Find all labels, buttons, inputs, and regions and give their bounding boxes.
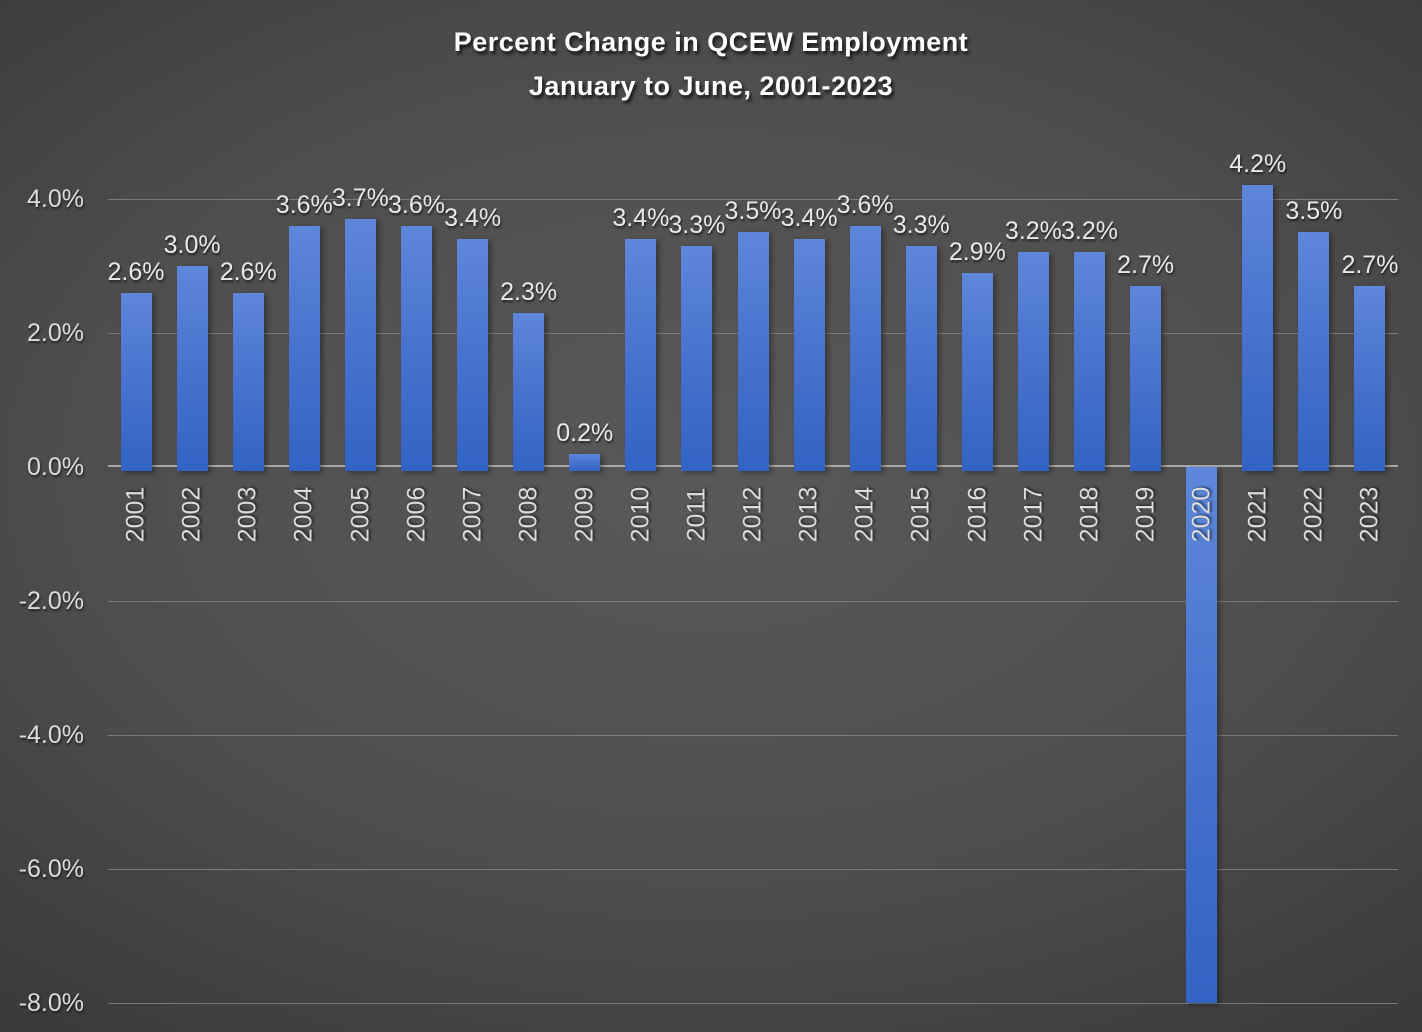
gridline <box>108 869 1398 871</box>
bar-2020 <box>1186 467 1218 1004</box>
value-label-2009: 0.2% <box>556 418 614 447</box>
value-label-2016: 2.9% <box>948 237 1006 266</box>
bar-2019 <box>1130 285 1162 471</box>
value-label-2008: 2.3% <box>500 277 558 306</box>
y-tick-label: 2.0% <box>27 318 84 347</box>
value-label-2022: 3.5% <box>1285 197 1343 226</box>
bar-2005 <box>344 218 376 471</box>
value-label-2005: 3.7% <box>331 183 389 212</box>
x-tick-label-2012: 2012 <box>738 486 767 542</box>
gridline <box>108 198 1398 200</box>
x-tick-label-2004: 2004 <box>289 486 318 542</box>
x-tick-label-2023: 2023 <box>1355 486 1384 542</box>
value-label-2006: 3.6% <box>387 190 445 219</box>
value-label-2023: 2.7% <box>1341 250 1399 279</box>
bar-2002 <box>176 265 208 471</box>
value-label-2003: 2.6% <box>219 257 277 286</box>
value-label-2015: 3.3% <box>892 210 950 239</box>
value-label-2012: 3.5% <box>724 197 782 226</box>
chart-title-block: Percent Change in QCEW Employment Januar… <box>0 20 1422 108</box>
bar-2017 <box>1017 252 1049 471</box>
x-tick-label-2021: 2021 <box>1243 486 1272 542</box>
value-label-2018: 3.2% <box>1061 217 1118 246</box>
x-tick-label-2022: 2022 <box>1299 486 1328 542</box>
bar-2010 <box>625 239 657 471</box>
y-tick-label: -8.0% <box>18 989 84 1018</box>
bar-2021 <box>1242 185 1274 471</box>
x-tick-label-2003: 2003 <box>233 486 262 542</box>
gridline <box>108 601 1398 603</box>
bar-2014 <box>849 225 881 471</box>
x-tick-label-2001: 2001 <box>121 486 150 542</box>
x-tick-label-2011: 2011 <box>682 487 711 541</box>
bar-2008 <box>513 312 545 471</box>
x-tick-label-2016: 2016 <box>962 486 991 542</box>
x-tick-label-2002: 2002 <box>177 486 206 542</box>
chart-title: Percent Change in QCEW Employment <box>453 27 969 57</box>
y-tick-label: -6.0% <box>18 855 84 884</box>
bar-2011 <box>681 245 713 471</box>
x-tick-label-2009: 2009 <box>570 486 599 542</box>
value-label-2019: 2.7% <box>1117 250 1175 279</box>
x-tick-label-2007: 2007 <box>458 486 487 542</box>
x-tick-label-2005: 2005 <box>345 486 374 542</box>
bar-2015 <box>905 245 937 471</box>
bar-2018 <box>1074 252 1106 471</box>
y-tick-label: 4.0% <box>27 184 84 213</box>
x-tick-label-2006: 2006 <box>401 486 430 542</box>
x-tick-label-2017: 2017 <box>1018 486 1047 542</box>
bar-2022 <box>1298 232 1330 471</box>
y-tick-label: 0.0% <box>27 453 84 481</box>
bar-2007 <box>457 239 489 471</box>
value-label-2001: 2.6% <box>107 257 165 286</box>
x-tick-label-2018: 2018 <box>1075 486 1104 542</box>
bar-2001 <box>120 292 152 471</box>
x-tick-label-2020: 2020 <box>1187 486 1216 542</box>
x-tick-label-2019: 2019 <box>1131 486 1160 542</box>
bar-2003 <box>232 292 264 471</box>
x-tick-label-2008: 2008 <box>514 486 543 542</box>
bar-2012 <box>737 232 769 471</box>
value-label-2017: 3.2% <box>1004 217 1062 246</box>
value-label-2007: 3.4% <box>444 204 502 233</box>
value-label-2013: 3.4% <box>780 204 838 233</box>
x-tick-label-2015: 2015 <box>906 486 935 542</box>
bar-2023 <box>1354 285 1386 471</box>
chart-subtitle: January to June, 2001-2023 <box>528 71 894 101</box>
x-tick-label-2014: 2014 <box>850 486 879 542</box>
value-label-2002: 3.0% <box>163 230 221 259</box>
x-tick-label-2010: 2010 <box>626 486 655 542</box>
bar-2016 <box>961 272 993 471</box>
gridline <box>108 1003 1398 1005</box>
y-tick-label: -4.0% <box>18 721 84 750</box>
value-label-2014: 3.6% <box>836 190 894 219</box>
y-tick-label: -2.0% <box>18 587 84 616</box>
x-tick-label-2013: 2013 <box>794 486 823 542</box>
bar-2004 <box>288 225 320 471</box>
value-label-2021: 4.2% <box>1229 150 1287 179</box>
value-label-2010: 3.4% <box>612 204 670 233</box>
value-label-2004: 3.6% <box>275 190 333 219</box>
bar-2009 <box>569 453 601 471</box>
value-label-2011: 3.3% <box>668 210 726 239</box>
bar-2006 <box>400 225 432 471</box>
gridline <box>108 735 1398 737</box>
bar-2013 <box>793 239 825 471</box>
